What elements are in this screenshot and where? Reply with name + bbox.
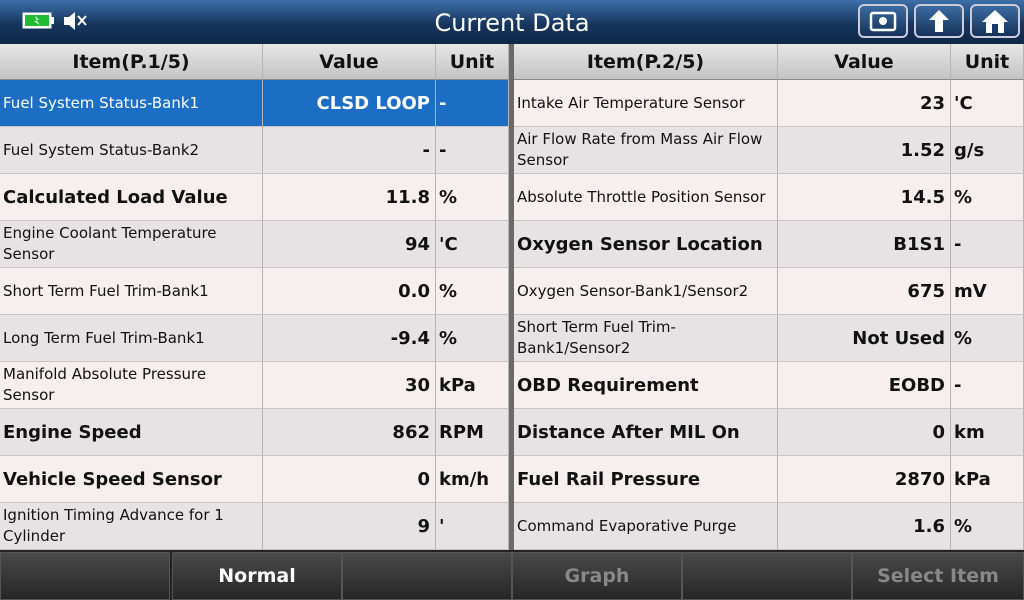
column-header: Unit bbox=[436, 44, 509, 80]
back-button[interactable] bbox=[914, 4, 964, 38]
row[interactable] bbox=[514, 315, 1024, 362]
row[interactable] bbox=[0, 362, 509, 409]
footer-button: Graph bbox=[512, 552, 682, 600]
footer-button bbox=[342, 552, 512, 600]
row[interactable] bbox=[514, 503, 1024, 550]
row[interactable] bbox=[0, 174, 509, 221]
row[interactable] bbox=[514, 362, 1024, 409]
footer-button bbox=[682, 552, 852, 600]
row[interactable] bbox=[0, 127, 509, 174]
footer-button bbox=[0, 552, 170, 600]
row[interactable] bbox=[0, 503, 509, 550]
home-button[interactable] bbox=[970, 4, 1020, 38]
title: Current Data bbox=[434, 9, 590, 37]
column-header: Item(P.1/5) bbox=[0, 44, 263, 80]
row[interactable] bbox=[0, 456, 509, 503]
title-bar: Current Data bbox=[0, 0, 1024, 44]
row[interactable] bbox=[514, 127, 1024, 174]
status-icons bbox=[22, 12, 87, 30]
column-header: Item(P.2/5) bbox=[514, 44, 778, 80]
footer-button: Select Item bbox=[852, 552, 1024, 600]
row[interactable] bbox=[514, 80, 1024, 127]
footer-button[interactable]: Normal bbox=[172, 552, 342, 600]
row[interactable] bbox=[514, 174, 1024, 221]
row[interactable] bbox=[514, 221, 1024, 268]
column-header: Value bbox=[778, 44, 951, 80]
row[interactable] bbox=[514, 409, 1024, 456]
capture-button[interactable] bbox=[858, 4, 908, 38]
row[interactable] bbox=[0, 268, 509, 315]
divider bbox=[509, 44, 514, 550]
column-header: Unit bbox=[951, 44, 1024, 80]
column-header: Value bbox=[263, 44, 436, 80]
row[interactable] bbox=[0, 221, 509, 268]
row[interactable] bbox=[0, 80, 509, 127]
row[interactable] bbox=[514, 456, 1024, 503]
row[interactable] bbox=[0, 315, 509, 362]
row[interactable] bbox=[514, 268, 1024, 315]
row[interactable] bbox=[0, 409, 509, 456]
